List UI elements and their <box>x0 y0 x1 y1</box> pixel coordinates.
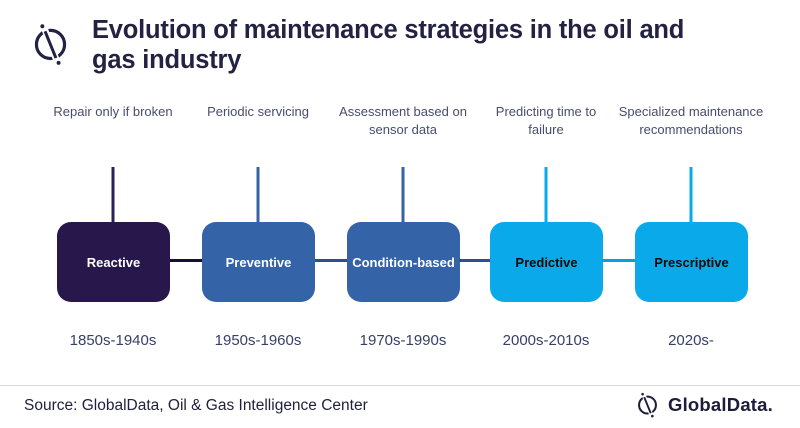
stage-period-preventive: 1950s-1960s <box>214 332 302 349</box>
stage-label: Predictive <box>515 254 578 270</box>
stage-period-condition-based: 1970s-1990s <box>359 332 447 349</box>
vertical-connector-prescriptive <box>689 167 693 222</box>
globaldata-compass-icon <box>634 391 661 418</box>
stage-box-predictive: Predictive <box>490 222 603 302</box>
stage-period-reactive: 1850s-1940s <box>69 332 157 349</box>
globaldata-compass-icon <box>28 21 73 66</box>
page-title-line-1: Evolution of maintenance strategies in t… <box>92 16 685 44</box>
stage-label: Prescriptive <box>654 254 729 270</box>
horizontal-connector-2 <box>315 259 347 262</box>
vertical-connector-preventive <box>256 167 260 222</box>
stage-box-preventive: Preventive <box>202 222 315 302</box>
stage-description-prescriptive: Specialized maintenance recommendations <box>618 104 764 137</box>
vertical-connector-predictive <box>544 167 548 222</box>
stage-description-predictive: Predicting time to failure <box>495 104 597 137</box>
footer-divider <box>0 385 800 386</box>
horizontal-connector-1 <box>170 259 202 262</box>
globaldata-wordmark: GlobalData. <box>668 393 773 415</box>
source-attribution: Source: GlobalData, Oil & Gas Intelligen… <box>24 397 368 414</box>
globaldata-logo: GlobalData. <box>634 391 773 418</box>
vertical-connector-reactive <box>111 167 115 222</box>
horizontal-connector-4 <box>602 259 635 262</box>
stage-description-condition-based: Assessment based on sensor data <box>339 104 467 137</box>
stage-label: Reactive <box>86 254 141 270</box>
page-title-line-2: gas industry <box>92 46 242 74</box>
stage-period-predictive: 2000s-2010s <box>502 332 590 349</box>
stage-box-prescriptive: Prescriptive <box>635 222 748 302</box>
horizontal-connector-3 <box>459 259 490 262</box>
stage-description-reactive: Repair only if broken <box>53 104 173 119</box>
stage-period-prescriptive: 2020s- <box>668 332 714 349</box>
stage-box-reactive: Reactive <box>57 222 170 302</box>
stage-description-preventive: Periodic servicing <box>207 104 309 119</box>
stage-box-condition-based: Condition-based <box>347 222 460 302</box>
stage-label: Preventive <box>225 254 292 270</box>
stage-label: Condition-based <box>352 254 455 270</box>
vertical-connector-condition-based <box>401 167 405 222</box>
page-title: Evolution of maintenance strategies in t… <box>92 15 782 75</box>
